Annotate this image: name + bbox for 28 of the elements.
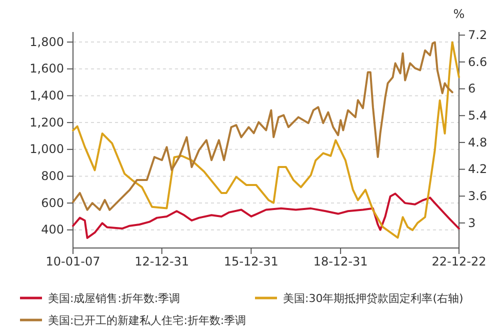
x-tick-label: 12-12-31: [134, 254, 190, 269]
line-series: [72, 192, 460, 239]
y2-tick-label: 5.4: [468, 108, 488, 122]
line-series: [72, 41, 454, 211]
y2-tick-label: 4.8: [468, 135, 488, 150]
y-tick-label: 1,200: [30, 115, 64, 130]
y2-tick-label: 4.2: [468, 162, 488, 176]
y-tick-label: 1,400: [30, 88, 64, 103]
y-tick-label: 1,600: [30, 62, 64, 76]
x-tick-label: 10-01-07: [46, 254, 100, 269]
y2-tick-label: 7.2: [468, 28, 488, 42]
y2-tick-label: 6.6: [468, 54, 488, 69]
y2-tick-label: 6: [468, 82, 476, 96]
legend-label: 美国:已开工的新建私人住宅:折年数:季调: [48, 314, 246, 327]
y-tick-label: 1,000: [30, 142, 64, 156]
legend-label: 美国:成屋销售:折年数:季调: [48, 292, 180, 305]
line-series: [72, 41, 460, 239]
y2-axis-title: %: [453, 7, 465, 21]
y-tick-label: 800: [41, 169, 64, 184]
y-tick-label: 1,800: [30, 34, 64, 49]
y-tick-label: 600: [41, 196, 64, 210]
legend-label: 美国:30年期抵押贷款固定利率(右轴): [283, 292, 464, 305]
y2-tick-label: 3.6: [468, 188, 488, 203]
x-tick-label: 22-12-22: [432, 254, 486, 269]
x-tick-label: 18-12-31: [313, 254, 368, 269]
y-tick-label: 400: [41, 222, 64, 237]
x-tick-label: 15-12-31: [224, 254, 278, 269]
y2-tick-label: 3: [468, 216, 476, 230]
